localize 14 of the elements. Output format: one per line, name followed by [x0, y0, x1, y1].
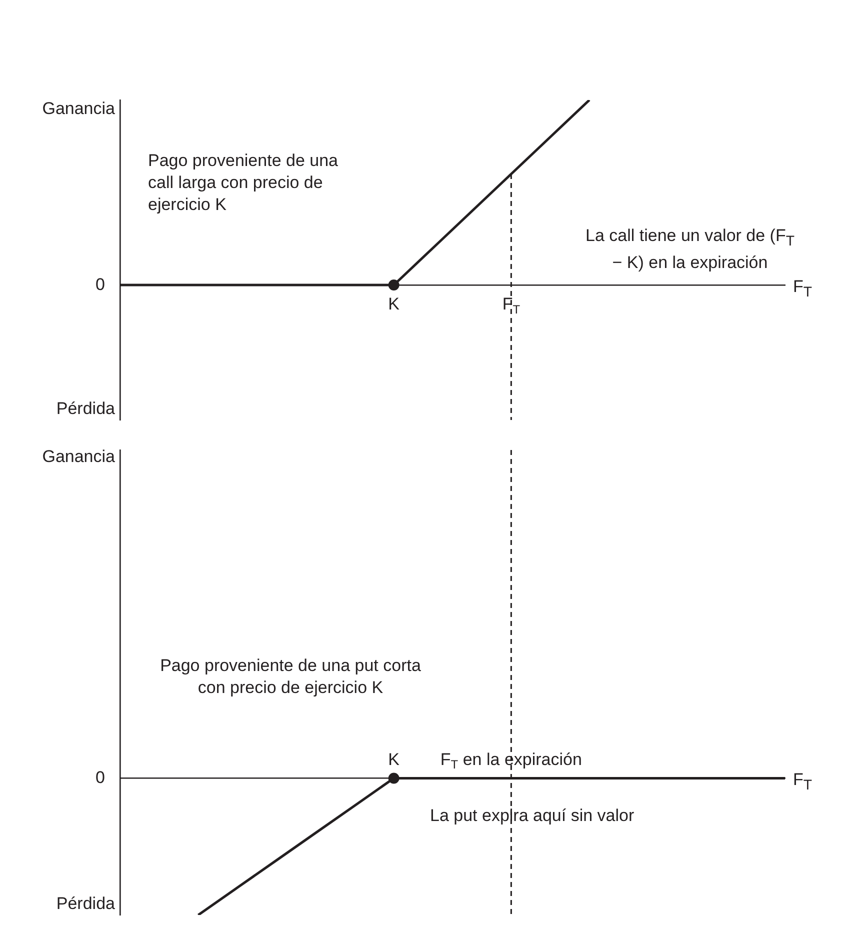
annotation: Pago proveniente de una call larga con precio de ejercicio K [148, 150, 339, 216]
text: Pago proveniente de una put corta con precio de ejercicio K [159, 655, 422, 699]
text: Pérdida [55, 398, 115, 420]
text: 0 [94, 767, 105, 789]
text: 0 [94, 274, 105, 296]
x-axis-title: F$_{T}$ [793, 769, 814, 796]
x-axis-title: F$_{T}$ [793, 276, 814, 302]
y-axis-title: Ganancia [41, 98, 115, 120]
x-tick-label: K [388, 294, 400, 314]
text: Pérdida [55, 893, 115, 915]
text: La call tiene un valor de (F$_{T}$ − K) en la expiración [586, 226, 794, 272]
text: Ganancia [41, 446, 115, 468]
x-tick-label: K [388, 750, 400, 769]
annotation: La put expira aquí sin valor [430, 805, 636, 827]
